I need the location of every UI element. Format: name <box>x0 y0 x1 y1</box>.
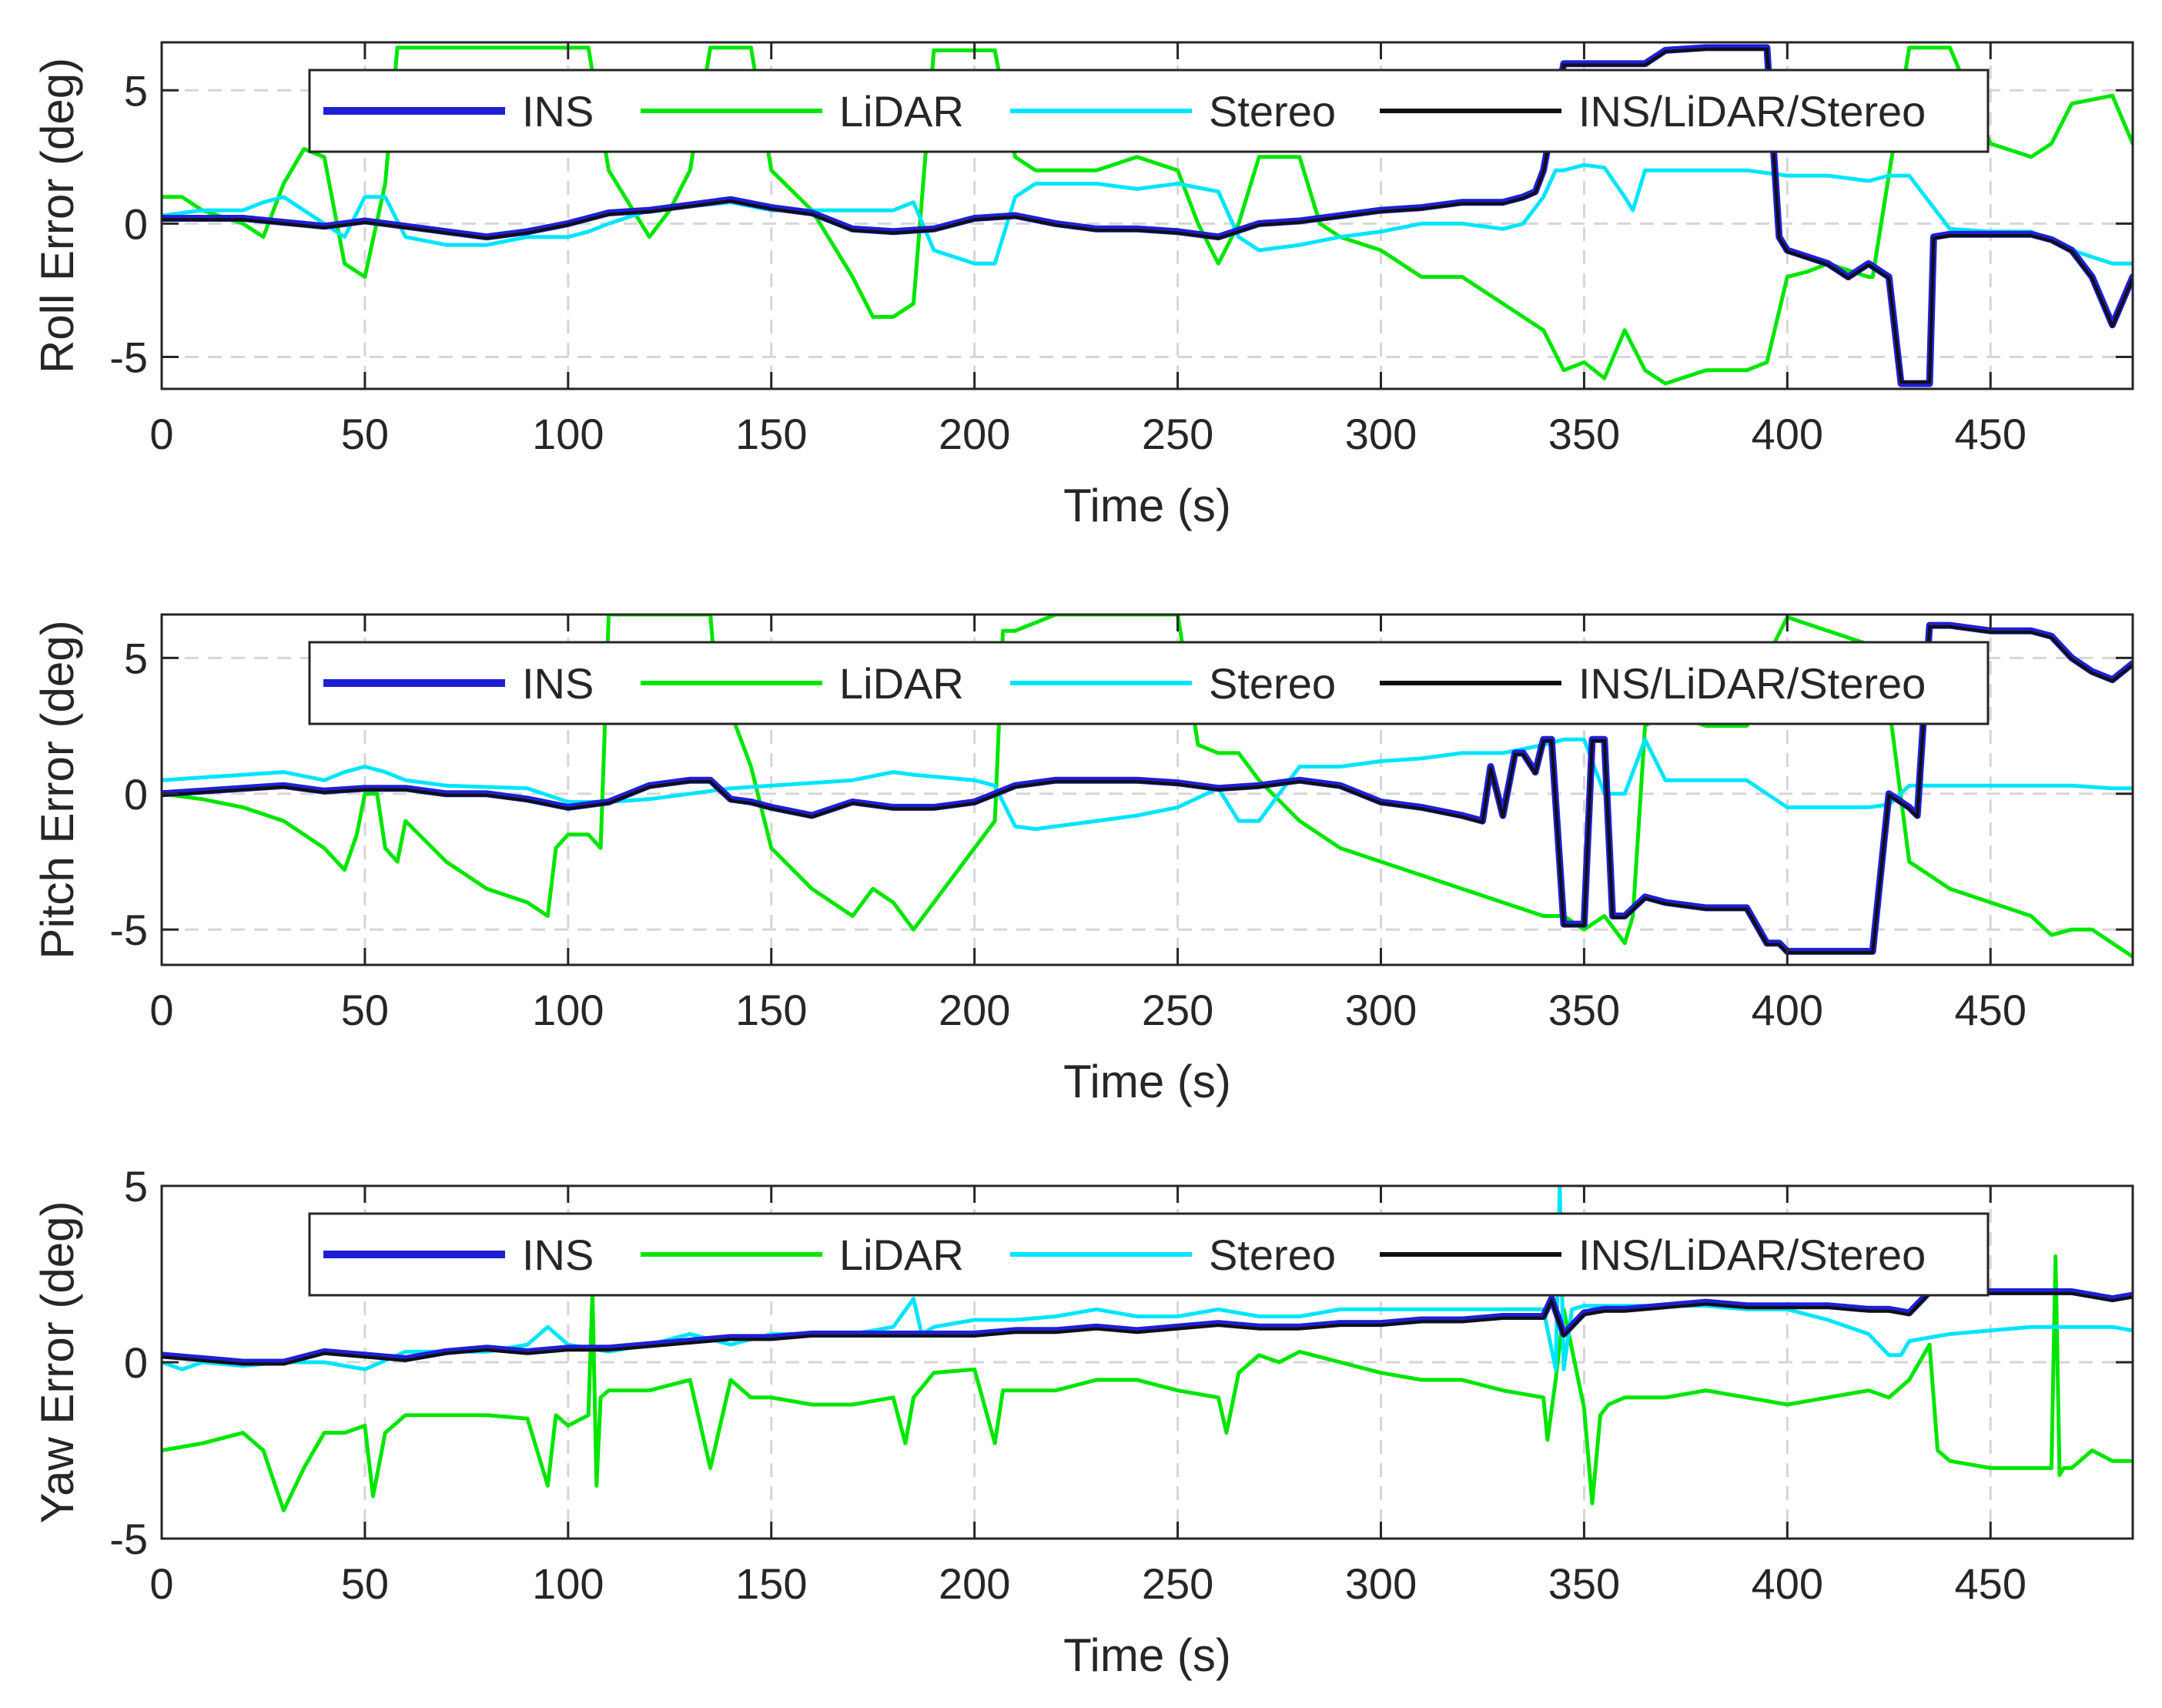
pitch-xaxis-label: Time (s) <box>1063 1056 1231 1107</box>
roll-ytick-label: 5 <box>124 66 148 115</box>
yaw-xtick-label: 350 <box>1548 1559 1620 1608</box>
roll-series-lidar <box>162 45 2133 386</box>
pitch-series-stereo <box>162 737 2133 832</box>
roll-xtick-label: 400 <box>1752 410 1823 458</box>
yaw-series-stereo <box>162 1186 2133 1371</box>
pitch-xtick-label: 150 <box>735 986 807 1034</box>
roll-xtick-label: 450 <box>1955 410 2026 458</box>
pitch-legend-label: INS <box>522 659 594 708</box>
yaw-series-ins-lidar-stereo <box>162 1291 2133 1366</box>
pitch-xtick-label: 350 <box>1548 986 1620 1034</box>
roll-xtick-label: 0 <box>149 410 173 458</box>
roll-xtick-label: 150 <box>735 410 807 458</box>
yaw-xtick-label: 300 <box>1345 1559 1417 1608</box>
roll-axes-box <box>160 41 2134 390</box>
yaw-series-lidar <box>162 1254 2133 1512</box>
yaw-xtick-label: 200 <box>939 1559 1010 1608</box>
yaw-xtick-label: 450 <box>1955 1559 2026 1608</box>
roll-legend-label: INS/LiDAR/Stereo <box>1578 87 1926 136</box>
roll-xtick-label: 50 <box>341 410 389 458</box>
roll-ytick-label: -5 <box>109 333 148 381</box>
pitch-legend: INS LiDAR Stereo INS/LiDAR/Stereo <box>308 641 1990 725</box>
yaw-ytick-label: -5 <box>109 1515 148 1563</box>
pitch-xtick-label: 200 <box>939 986 1010 1034</box>
roll-legend-label: LiDAR <box>839 87 964 136</box>
roll-xaxis-label: Time (s) <box>1063 480 1231 531</box>
roll-series-ins-lidar-stereo <box>162 47 2133 384</box>
roll-yaxis-label: Roll Error (deg) <box>32 58 83 373</box>
pitch-xtick-label: 50 <box>341 986 389 1034</box>
pitch-xtick-label: 100 <box>532 986 604 1034</box>
yaw-xtick-label: 150 <box>735 1559 807 1608</box>
yaw-yaxis-label: Yaw Error (deg) <box>32 1201 83 1523</box>
yaw-legend-label: INS/LiDAR/Stereo <box>1578 1231 1926 1279</box>
roll-xtick-label: 300 <box>1345 410 1417 458</box>
pitch-legend-label: Stereo <box>1209 659 1336 708</box>
roll-xtick-label: 100 <box>532 410 604 458</box>
yaw-legend-label: LiDAR <box>839 1231 964 1279</box>
yaw-legend: INS LiDAR Stereo INS/LiDAR/Stereo <box>308 1212 1990 1297</box>
roll-xtick-label: 250 <box>1142 410 1213 458</box>
pitch-ytick-label: 5 <box>124 634 148 682</box>
roll-legend-label: INS <box>522 87 594 136</box>
pitch-series-lidar <box>162 615 2133 959</box>
pitch-xtick-label: 400 <box>1752 986 1823 1034</box>
pitch-xtick-label: 0 <box>149 986 173 1034</box>
yaw-xtick-label: 400 <box>1752 1559 1823 1608</box>
roll-ytick-label: 0 <box>124 199 148 248</box>
yaw-ytick-label: 0 <box>124 1338 148 1387</box>
pitch-ytick-label: -5 <box>109 906 148 954</box>
yaw-series-ins <box>162 1288 2133 1366</box>
pitch-ytick-label: 0 <box>124 770 148 819</box>
pitch-yaxis-label: Pitch Error (deg) <box>32 620 83 959</box>
pitch-series-ins-lidar-stereo <box>162 625 2133 955</box>
pitch-axes-box <box>160 613 2134 966</box>
yaw-xaxis-label: Time (s) <box>1063 1629 1231 1681</box>
yaw-xtick-label: 100 <box>532 1559 604 1608</box>
roll-legend: INS LiDAR Stereo INS/LiDAR/Stereo <box>308 69 1990 153</box>
roll-series-stereo <box>162 162 2133 266</box>
roll-xtick-label: 200 <box>939 410 1010 458</box>
yaw-xtick-label: 50 <box>341 1559 389 1608</box>
pitch-xtick-label: 250 <box>1142 986 1213 1034</box>
pitch-xtick-label: 450 <box>1955 986 2026 1034</box>
pitch-legend-label: LiDAR <box>839 659 964 708</box>
yaw-xtick-label: 250 <box>1142 1559 1213 1608</box>
roll-xtick-label: 350 <box>1548 410 1620 458</box>
yaw-ytick-label: 5 <box>124 1162 148 1211</box>
yaw-xtick-label: 0 <box>149 1559 173 1608</box>
pitch-xtick-label: 300 <box>1345 986 1417 1034</box>
pitch-legend-label: INS/LiDAR/Stereo <box>1578 659 1926 708</box>
roll-legend-label: Stereo <box>1209 87 1336 136</box>
yaw-legend-label: Stereo <box>1209 1231 1336 1279</box>
yaw-legend-label: INS <box>522 1231 594 1279</box>
